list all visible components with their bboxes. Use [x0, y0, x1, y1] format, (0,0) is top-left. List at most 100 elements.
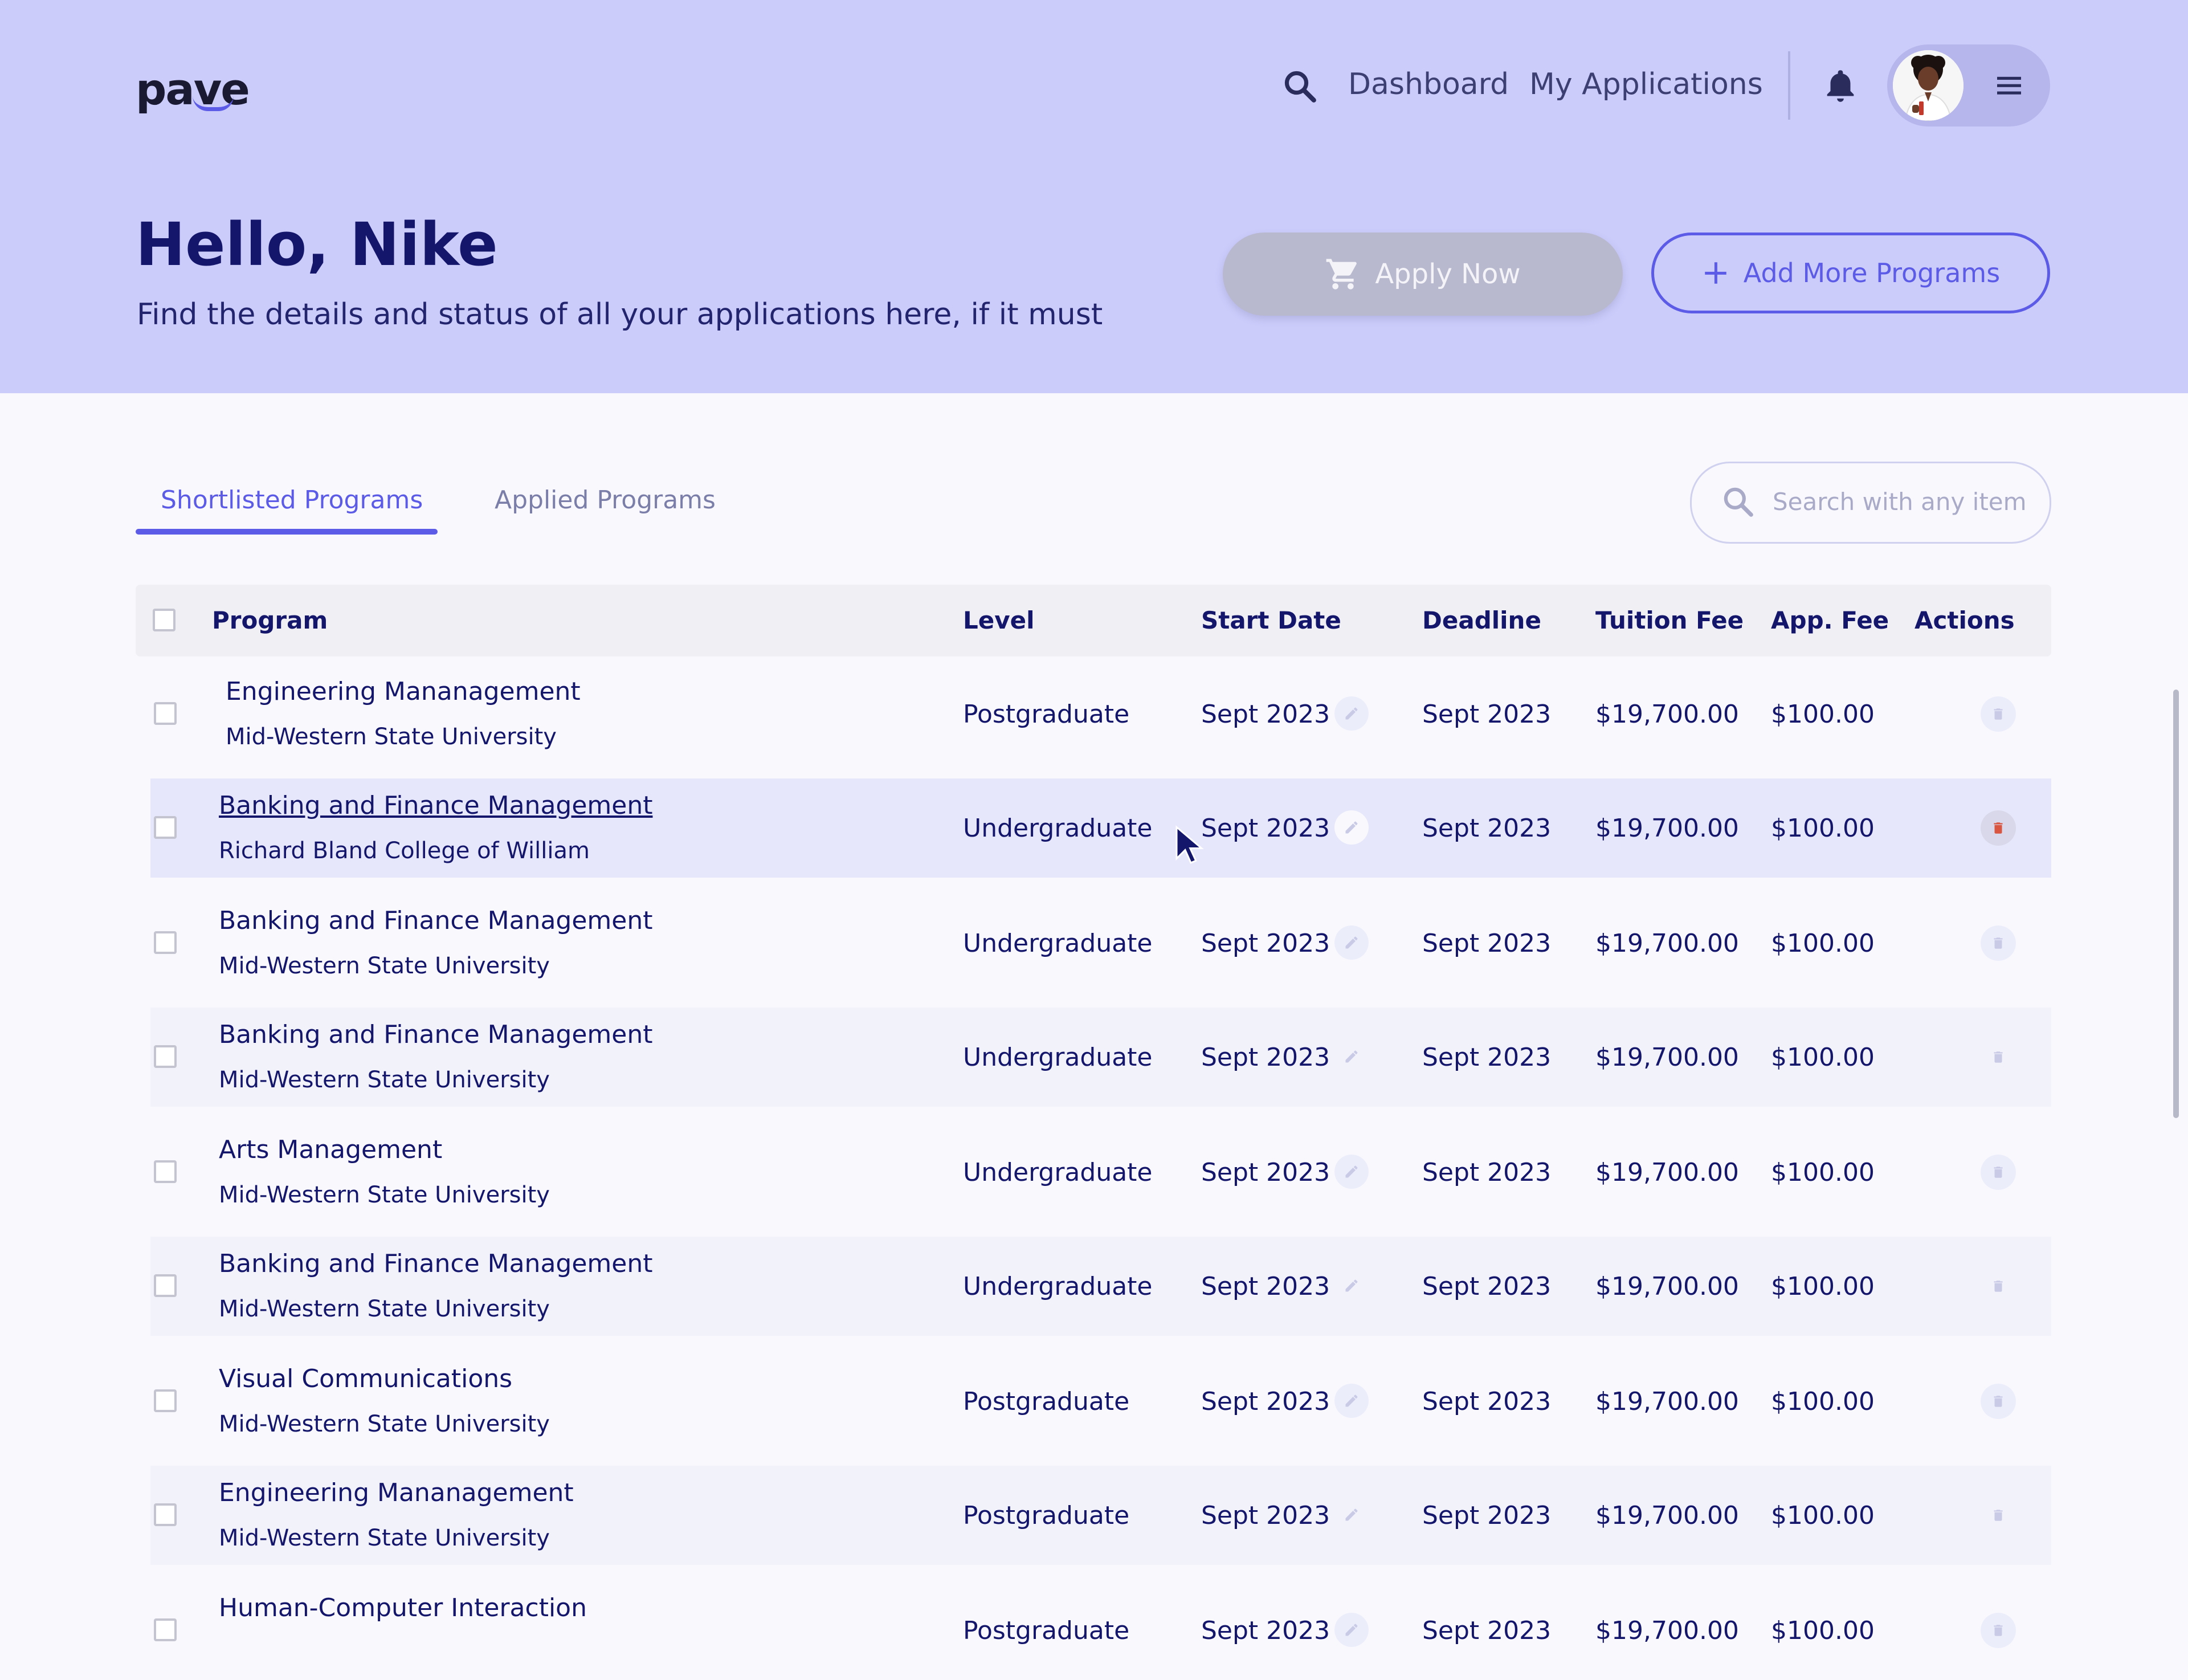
- app-fee-cell: $100.00: [1771, 929, 1875, 958]
- active-tab-indicator: [136, 529, 438, 535]
- start-date-cell: Sept 2023: [1201, 1043, 1330, 1072]
- trash-icon: [1994, 1396, 2003, 1407]
- level-cell: Undergraduate: [963, 929, 1153, 958]
- trash-icon: [1994, 1281, 2003, 1292]
- edit-start-date-button[interactable]: [1334, 1269, 1369, 1303]
- hamburger-menu-icon[interactable]: [1993, 70, 2025, 101]
- row-checkbox[interactable]: [154, 1160, 177, 1183]
- edit-start-date-button[interactable]: [1334, 1039, 1369, 1074]
- search-icon[interactable]: [1281, 67, 1318, 105]
- delete-row-button[interactable]: [1981, 925, 2016, 961]
- deadline-cell: Sept 2023: [1422, 1616, 1552, 1645]
- delete-row-button[interactable]: [1981, 1155, 2016, 1190]
- page-subtitle: Find the details and status of all your …: [137, 297, 1103, 332]
- delete-row-button[interactable]: [1981, 1613, 2016, 1648]
- level-cell: Postgraduate: [963, 700, 1130, 729]
- bell-icon[interactable]: [1820, 66, 1860, 106]
- table-row[interactable]: Banking and Finance Management Richard B…: [150, 778, 2051, 878]
- row-checkbox[interactable]: [154, 931, 177, 954]
- trash-icon: [1994, 1625, 2003, 1636]
- table-row[interactable]: Banking and Finance Management Mid-Weste…: [150, 894, 2051, 993]
- tuition-fee-cell: $19,700.00: [1595, 1043, 1739, 1072]
- edit-icon: [1345, 1050, 1358, 1063]
- trash-icon: [1994, 937, 2003, 949]
- add-more-programs-button[interactable]: Add More Programs: [1651, 233, 2050, 313]
- program-name[interactable]: Banking and Finance Management: [219, 1020, 653, 1049]
- start-date-cell: Sept 2023: [1201, 700, 1330, 729]
- col-tuition-fee-header: Tuition Fee: [1595, 606, 1744, 634]
- edit-icon: [1345, 1279, 1358, 1292]
- logo-smile-mark: [193, 96, 234, 111]
- program-name[interactable]: Banking and Finance Management: [219, 791, 653, 820]
- nav-divider: [1788, 51, 1790, 120]
- table-row[interactable]: Engineering Mananagement Mid-Western Sta…: [150, 1466, 2051, 1565]
- start-date-cell: Sept 2023: [1201, 1158, 1330, 1187]
- table-row[interactable]: Banking and Finance Management Mid-Weste…: [150, 1008, 2051, 1107]
- program-name[interactable]: Engineering Mananagement: [219, 1478, 574, 1507]
- level-cell: Postgraduate: [963, 1387, 1130, 1416]
- row-checkbox[interactable]: [154, 1274, 177, 1297]
- apply-now-button[interactable]: Apply Now: [1223, 233, 1623, 316]
- edit-start-date-button[interactable]: [1334, 925, 1369, 960]
- edit-start-date-button[interactable]: [1334, 1613, 1369, 1647]
- program-name[interactable]: Banking and Finance Management: [219, 1249, 653, 1278]
- nav-my-applications-link[interactable]: My Applications: [1529, 67, 1763, 101]
- start-date-cell: Sept 2023: [1201, 814, 1330, 843]
- university-name: Mid-Western State University: [219, 953, 550, 979]
- table-search-box[interactable]: [1690, 462, 2051, 544]
- top-navbar: pave Dashboard My Applications: [0, 0, 2188, 155]
- program-name[interactable]: Arts Management: [219, 1135, 443, 1164]
- edit-start-date-button[interactable]: [1334, 810, 1369, 845]
- deadline-cell: Sept 2023: [1422, 1387, 1552, 1416]
- nav-dashboard-link[interactable]: Dashboard: [1348, 67, 1509, 101]
- program-name[interactable]: Engineering Mananagement: [226, 677, 581, 706]
- row-checkbox[interactable]: [154, 1045, 177, 1068]
- cursor-icon: [1175, 825, 1204, 864]
- trash-icon: [1994, 1167, 2003, 1178]
- delete-row-button[interactable]: [1981, 1269, 2016, 1304]
- row-checkbox[interactable]: [154, 1389, 177, 1412]
- avatar[interactable]: [1893, 50, 1964, 121]
- hero-section: Hello, Nike Find the details and status …: [0, 154, 2188, 393]
- tuition-fee-cell: $19,700.00: [1595, 1158, 1739, 1187]
- edit-icon: [1345, 1624, 1358, 1636]
- row-checkbox[interactable]: [154, 1503, 177, 1526]
- edit-start-date-button[interactable]: [1334, 1498, 1369, 1532]
- pave-logo[interactable]: pave: [136, 64, 250, 115]
- profile-menu-button[interactable]: [1887, 44, 2050, 127]
- table-row[interactable]: Banking and Finance Management Mid-Weste…: [150, 1237, 2051, 1336]
- edit-icon: [1345, 707, 1358, 720]
- table-row[interactable]: Human-Computer Interaction Postgraduate …: [150, 1581, 2051, 1680]
- program-name[interactable]: Human-Computer Interaction: [219, 1593, 587, 1622]
- delete-row-button[interactable]: [1981, 1384, 2016, 1419]
- edit-start-date-button[interactable]: [1334, 1384, 1369, 1418]
- university-name: Mid-Western State University: [219, 1525, 550, 1551]
- tab-applied-programs[interactable]: Applied Programs: [495, 486, 716, 515]
- page-scrollbar[interactable]: [2173, 690, 2179, 1118]
- edit-start-date-button[interactable]: [1334, 696, 1369, 731]
- trash-icon: [1994, 1051, 2003, 1063]
- delete-row-button[interactable]: [1981, 1498, 2016, 1533]
- select-all-checkbox[interactable]: [153, 609, 175, 631]
- program-name[interactable]: Banking and Finance Management: [219, 906, 653, 935]
- row-checkbox[interactable]: [154, 702, 177, 725]
- edit-icon: [1345, 1394, 1358, 1407]
- deadline-cell: Sept 2023: [1422, 1501, 1552, 1530]
- row-checkbox[interactable]: [154, 1618, 177, 1641]
- table-row[interactable]: Visual Communications Mid-Western State …: [150, 1352, 2051, 1451]
- edit-start-date-button[interactable]: [1334, 1155, 1369, 1189]
- search-input[interactable]: [1771, 480, 2036, 523]
- delete-row-button[interactable]: [1981, 696, 2016, 732]
- deadline-cell: Sept 2023: [1422, 700, 1552, 729]
- trash-icon: [1994, 708, 2003, 720]
- app-fee-cell: $100.00: [1771, 1616, 1875, 1645]
- table-row[interactable]: Arts Management Mid-Western State Univer…: [150, 1123, 2051, 1222]
- tab-shortlisted-programs[interactable]: Shortlisted Programs: [161, 486, 423, 515]
- delete-row-button[interactable]: [1981, 1039, 2016, 1075]
- row-checkbox[interactable]: [154, 816, 177, 839]
- delete-row-button[interactable]: [1981, 810, 2016, 846]
- tuition-fee-cell: $19,700.00: [1595, 814, 1739, 843]
- tuition-fee-cell: $19,700.00: [1595, 1501, 1739, 1530]
- program-name[interactable]: Visual Communications: [219, 1364, 513, 1393]
- table-row[interactable]: Engineering Mananagement Mid-Western Sta…: [150, 664, 2051, 764]
